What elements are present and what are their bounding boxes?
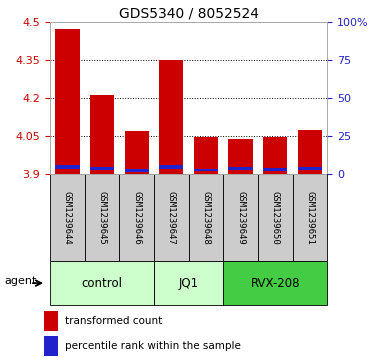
Bar	[159, 60, 183, 174]
Title: GDS5340 / 8052524: GDS5340 / 8052524	[119, 7, 259, 21]
Bar	[263, 137, 287, 174]
Text: percentile rank within the sample: percentile rank within the sample	[65, 341, 241, 351]
Bar	[85, 174, 119, 261]
Text: RVX-208: RVX-208	[251, 277, 300, 290]
Bar	[189, 174, 223, 261]
Bar	[263, 168, 287, 171]
Bar	[44, 336, 59, 356]
Bar	[119, 174, 154, 261]
Bar	[298, 167, 322, 170]
Bar	[229, 167, 253, 170]
Text: GSM1239648: GSM1239648	[201, 191, 211, 245]
Text: control: control	[82, 277, 122, 290]
Text: transformed count: transformed count	[65, 316, 162, 326]
Bar	[293, 174, 327, 261]
Bar	[50, 261, 154, 305]
Text: agent: agent	[4, 276, 36, 286]
Text: GSM1239649: GSM1239649	[236, 191, 245, 245]
Bar	[124, 131, 149, 174]
Bar	[50, 174, 85, 261]
Bar	[223, 174, 258, 261]
Text: GSM1239646: GSM1239646	[132, 191, 141, 245]
Bar	[55, 29, 79, 174]
Bar	[223, 261, 327, 305]
Bar	[298, 130, 322, 174]
Bar	[194, 169, 218, 171]
Text: JQ1: JQ1	[179, 277, 199, 290]
Text: GSM1239647: GSM1239647	[167, 191, 176, 245]
Bar	[258, 174, 293, 261]
Text: GSM1239644: GSM1239644	[63, 191, 72, 245]
Bar	[90, 95, 114, 174]
Text: GSM1239650: GSM1239650	[271, 191, 280, 245]
Bar	[229, 139, 253, 174]
Bar	[124, 170, 149, 172]
Bar	[90, 167, 114, 170]
Bar	[154, 261, 223, 305]
Bar	[44, 311, 59, 331]
Text: GSM1239651: GSM1239651	[305, 191, 315, 245]
Bar	[154, 174, 189, 261]
Bar	[194, 137, 218, 174]
Text: GSM1239645: GSM1239645	[97, 191, 107, 245]
Bar	[55, 165, 79, 169]
Bar	[159, 165, 183, 169]
